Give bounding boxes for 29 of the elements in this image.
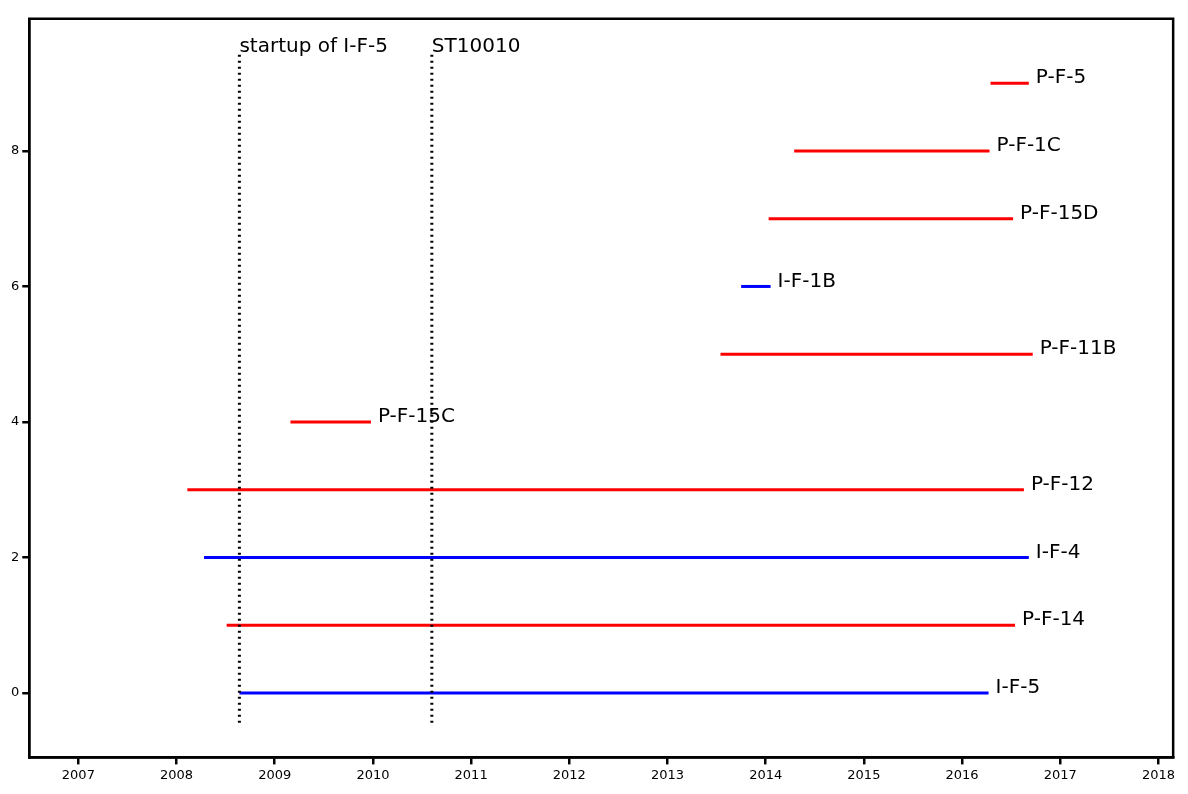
x-tick-label: 2017 (1043, 766, 1077, 782)
x-tick-label: 2013 (650, 766, 685, 782)
series-label: P-F-15D (1020, 199, 1099, 224)
y-tick-label: 6 (10, 277, 20, 293)
x-tick-label: 2011 (454, 766, 488, 782)
series-label: I-F-1B (777, 267, 836, 292)
y-tick-label: 8 (10, 142, 20, 158)
series-label: P-F-11B (1039, 335, 1117, 360)
x-tick-label: 2018 (1141, 766, 1175, 782)
series-label: P-F-15C (377, 403, 455, 428)
x-tick-label: 2014 (749, 766, 783, 782)
series-label: P-F-1C (996, 132, 1061, 157)
ref-line-label: ST10010 (431, 33, 521, 57)
x-tick-label: 2008 (160, 766, 194, 782)
x-tick-label: 2009 (258, 766, 292, 782)
ref-line-label: startup of I-F-5 (239, 33, 388, 57)
series-label: P-F-12 (1030, 470, 1094, 495)
y-tick-label: 0 (10, 684, 20, 700)
x-tick-label: 2007 (61, 766, 95, 782)
series-label: P-F-14 (1022, 606, 1086, 631)
y-tick-label: 4 (10, 413, 20, 429)
series-label: I-F-4 (1035, 538, 1081, 563)
x-tick-label: 2015 (847, 766, 881, 782)
x-tick-label: 2016 (945, 766, 979, 782)
series-label: P-F-5 (1035, 64, 1087, 89)
series-label: I-F-5 (995, 674, 1041, 699)
x-tick-label: 2010 (356, 766, 390, 782)
y-tick-label: 2 (10, 548, 20, 564)
x-tick-label: 2012 (552, 766, 586, 782)
